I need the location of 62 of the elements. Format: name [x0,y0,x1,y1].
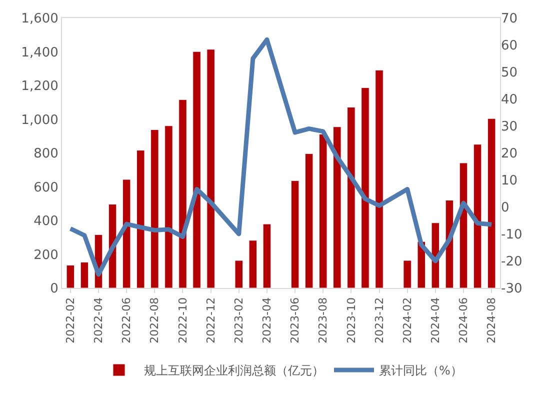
bar [361,87,370,288]
x-tick-label: 2023-02 [232,297,246,344]
x-tick-label: 2022-06 [120,297,134,344]
y-tick-label: 600 [34,180,58,196]
x-tick-label: 2024-06 [457,297,470,344]
legend-label: 规上互联网企业利润总额（亿元） [144,364,324,378]
x-tick-label: 2023-12 [372,297,386,344]
x-tick-label: 2022-02 [64,297,77,344]
bar [262,224,272,288]
y2-tick-label: 30 [501,120,518,135]
bar [319,134,328,288]
y-tick-label: 1,600 [21,12,58,27]
x-tick-label: 2022-10 [176,297,190,344]
y-tick-label: 200 [34,248,58,263]
bar [80,262,89,288]
x-tick-label: 2022-04 [92,297,106,344]
bar [333,126,342,288]
x-tick-label: 2022-08 [148,297,162,344]
y2-tick-label: 60 [501,38,518,54]
x-tick-label: 2022-12 [204,297,218,344]
bar [234,260,243,288]
x-tick-label: 2023-08 [316,297,330,344]
y-tick-label: 800 [34,146,58,162]
y2-tick-label: -30 [501,282,522,297]
legend-label: 累计同比（%） [379,364,462,378]
x-tick-label: 2024-04 [428,297,442,344]
y2-tick-label: -10 [501,228,522,243]
y2-tick-label: 10 [501,174,518,189]
bar [248,240,258,288]
line-series [68,37,494,277]
bar [304,153,314,288]
bar [206,49,215,288]
x-tick-label: 2024-02 [400,297,414,344]
bar [347,107,356,288]
y-tick-label: 1,400 [21,45,58,60]
y-tick-label: 0 [50,282,58,297]
bar [459,162,468,288]
y2-tick-label: 20 [501,146,518,162]
x-tick-label: 2023-04 [260,297,274,344]
x-tick-label: 2023-06 [288,297,302,344]
bar [164,126,173,288]
bar [136,150,145,288]
x-tick-label: 2024-08 [485,297,498,344]
bar [150,129,159,288]
bar [473,144,482,288]
bar [403,260,412,288]
bar [290,180,300,288]
y2-tick-label: -20 [501,254,522,270]
x-tick-label: 2023-10 [344,297,358,344]
y2-tick-label: 50 [501,66,518,81]
y2-tick-label: 0 [501,200,510,216]
y-tick-label: 400 [34,214,58,230]
y-tick-label: 1,200 [21,79,58,94]
bar [178,99,187,288]
y-tick-label: 1,000 [21,112,58,128]
y2-tick-label: 40 [501,92,518,108]
bar [192,51,201,288]
bar [122,179,131,288]
y2-tick-label: 70 [501,12,518,27]
bar [66,264,75,288]
bar [487,118,496,288]
bar [375,70,384,288]
